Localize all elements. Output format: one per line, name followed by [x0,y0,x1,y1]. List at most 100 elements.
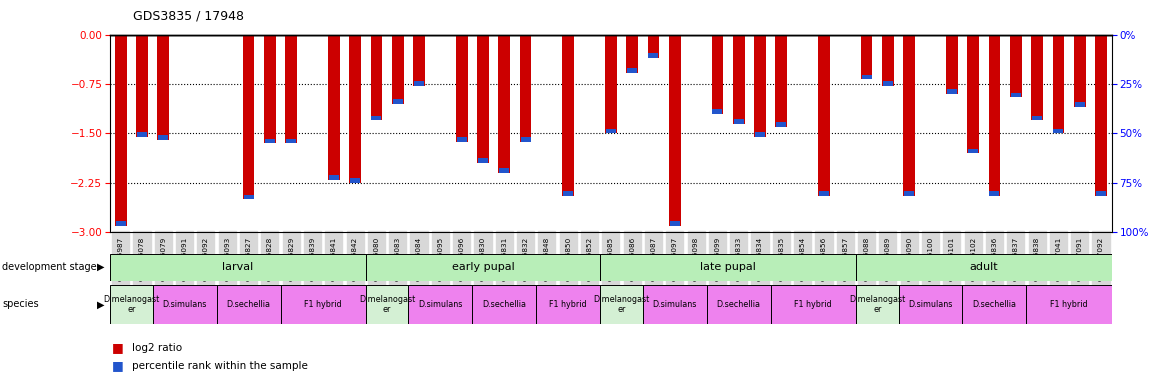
Bar [285,35,296,143]
Text: D.simulans: D.simulans [162,300,207,309]
Bar [110,285,153,324]
Text: D.simulans: D.simulans [418,300,462,309]
Text: percentile rank within the sample: percentile rank within the sample [132,361,308,371]
Bar [1073,35,1085,107]
Bar [1011,93,1020,97]
Bar [962,285,1026,324]
Bar [391,35,404,104]
Bar [159,136,168,140]
Text: log2 ratio: log2 ratio [132,343,182,353]
Bar [706,285,771,324]
Text: F1 hybrid: F1 hybrid [305,300,342,309]
Bar [947,89,957,94]
Text: D.sechellia: D.sechellia [717,300,761,309]
Bar [110,254,366,281]
Bar [669,35,681,226]
Text: D.melanogast
er: D.melanogast er [359,295,416,314]
Bar [606,129,616,134]
Bar [116,221,126,226]
Bar [563,35,574,196]
Text: late pupal: late pupal [701,262,756,272]
Bar [350,35,361,183]
Bar [776,122,786,127]
Bar [882,81,893,86]
Bar [648,53,659,58]
Bar [1054,129,1063,134]
Bar [372,116,381,120]
Bar [413,35,425,86]
Text: ■: ■ [112,359,124,372]
Text: GDS3835 / 17948: GDS3835 / 17948 [133,10,244,23]
Bar [669,221,680,226]
Text: D.simulans: D.simulans [653,300,697,309]
Bar [647,35,659,58]
Bar [860,35,872,79]
Bar [521,137,530,142]
Bar [520,35,532,142]
Bar [264,35,276,143]
Bar [243,35,255,199]
Bar [712,109,723,114]
Text: D.simulans: D.simulans [908,300,953,309]
Text: development stage: development stage [2,262,97,272]
Bar [499,168,510,173]
Bar [711,35,724,114]
Bar [328,35,339,180]
Bar [456,137,467,142]
Bar [286,139,296,143]
Bar [1032,35,1043,120]
Bar [1095,192,1106,196]
Bar [280,285,366,324]
Bar [265,139,274,143]
Bar [818,35,830,196]
Bar [478,159,488,163]
Bar [366,254,600,281]
Text: early pupal: early pupal [452,262,514,272]
Bar [217,285,280,324]
Text: D.melanogast
er: D.melanogast er [593,295,650,314]
Bar [472,285,536,324]
Bar [946,35,958,94]
Bar [626,35,638,73]
Bar [1032,116,1042,120]
Bar [968,149,979,153]
Bar [628,68,637,73]
Text: adult: adult [969,262,998,272]
Bar [989,192,999,196]
Text: ■: ■ [112,341,124,354]
Bar [157,35,169,140]
Text: D.melanogast
er: D.melanogast er [849,295,906,314]
Bar [600,285,643,324]
Bar [137,35,148,137]
Bar [754,35,765,137]
Bar [643,285,706,324]
Bar [456,35,468,142]
Bar [771,285,856,324]
Bar [1095,35,1107,196]
Bar [115,35,126,226]
Bar [856,254,1112,281]
Bar [819,192,829,196]
Text: D.melanogast
er: D.melanogast er [103,295,160,314]
Bar [899,285,962,324]
Text: F1 hybrid: F1 hybrid [549,300,587,309]
Bar [733,35,745,124]
Text: D.sechellia: D.sechellia [482,300,526,309]
Bar [415,81,424,86]
Bar [409,285,472,324]
Bar [967,35,979,153]
Bar [1010,35,1021,97]
Bar [1026,285,1112,324]
Text: species: species [2,299,39,310]
Bar [563,192,573,196]
Bar [371,35,382,120]
Text: ▶: ▶ [97,262,104,272]
Text: larval: larval [222,262,254,272]
Text: D.sechellia: D.sechellia [227,300,271,309]
Bar [329,175,339,180]
Bar [498,35,511,173]
Bar [350,178,360,183]
Bar [989,35,1001,196]
Bar [862,75,872,79]
Text: F1 hybrid: F1 hybrid [794,300,833,309]
